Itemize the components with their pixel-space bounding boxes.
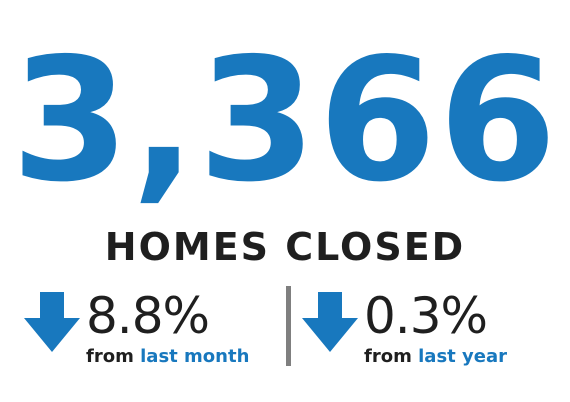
month-change-stat: 8.8% from last month	[24, 282, 274, 382]
year-change-stat: 0.3% from last year	[302, 282, 552, 382]
homes-closed-count: 3,366	[11, 22, 559, 220]
stat-divider	[286, 286, 291, 366]
year-change-period: last year	[418, 346, 507, 367]
metric-label: HOMES CLOSED	[104, 225, 466, 269]
year-change-percent: 0.3%	[364, 287, 488, 345]
year-change-caption: from last year	[364, 346, 507, 368]
year-change-prefix: from	[364, 346, 412, 367]
month-change-caption: from last month	[86, 346, 249, 368]
month-change-percent: 8.8%	[86, 287, 210, 345]
month-change-prefix: from	[86, 346, 134, 367]
month-change-period: last month	[140, 346, 250, 367]
down-arrow-icon	[24, 292, 80, 352]
down-arrow-icon	[302, 292, 358, 352]
